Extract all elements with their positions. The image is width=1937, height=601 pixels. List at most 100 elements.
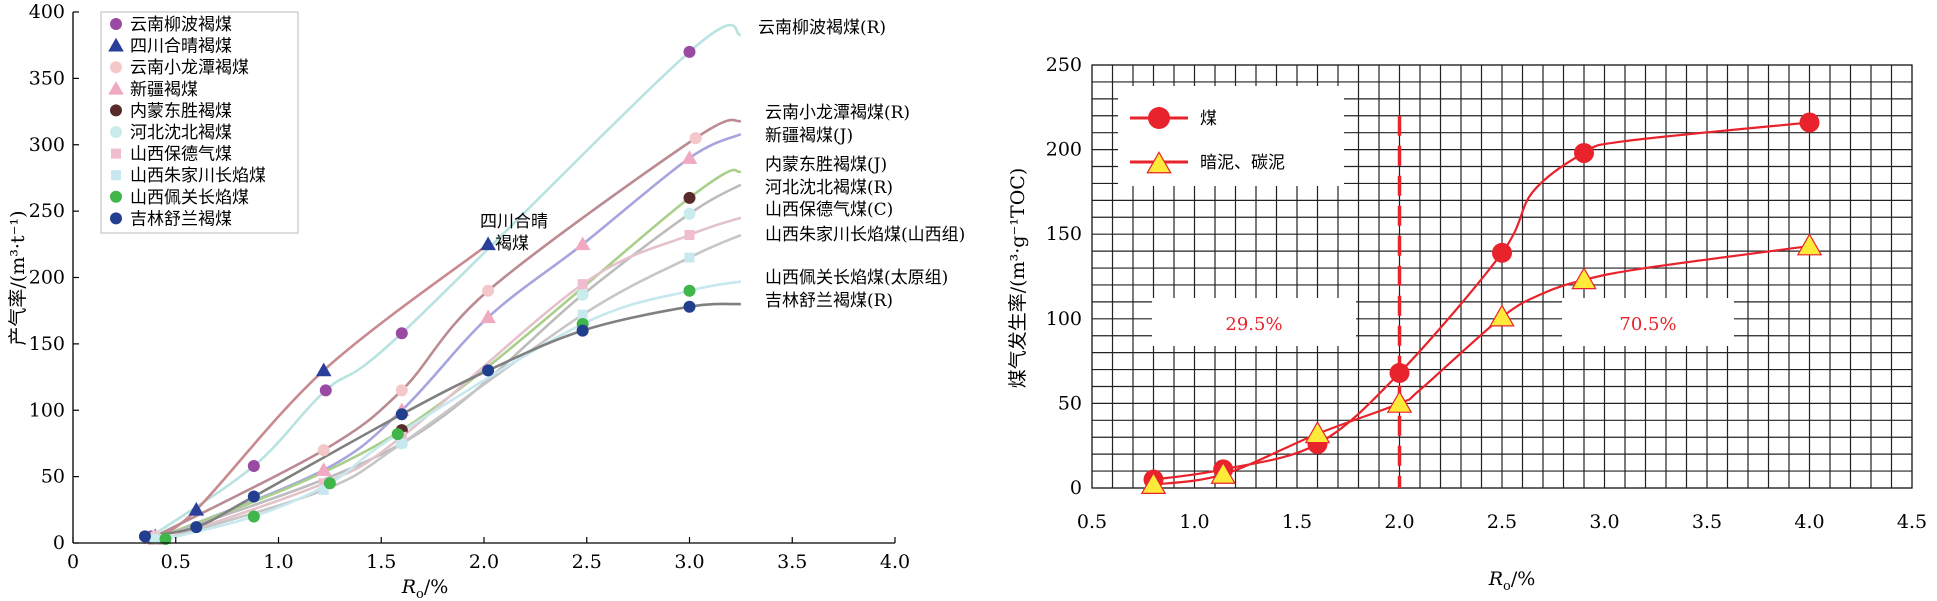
left-data-point (683, 284, 696, 297)
left-x-tick-label: 3.5 (777, 551, 807, 573)
right-legend-label: 煤 (1200, 109, 1217, 129)
left-data-point (683, 45, 696, 58)
left-chart: 0 0.5 1.0 1.5 2.0 2.5 3.0 3.5 4.0 0 50 100 150 200 25… (7, 1, 965, 601)
left-curve-label: 新疆褐煤(J) (765, 126, 853, 146)
left-legend-box (100, 11, 299, 234)
left-series-line (154, 132, 742, 541)
right-data-point (1492, 242, 1512, 263)
left-data-point (684, 230, 695, 241)
right-legend-marker (1148, 107, 1170, 129)
left-curve-label: 云南柳波褐煤(R) (758, 18, 886, 38)
left-data-point (681, 150, 698, 164)
left-legend-marker (110, 61, 122, 74)
left-curve-label: 吉林舒兰褐煤(R) (765, 291, 893, 311)
right-y-tick-label: 250 (1046, 54, 1082, 76)
left-y-tick-label: 300 (29, 134, 65, 156)
right-legend-label: 暗泥、碳泥 (1200, 153, 1285, 173)
right-y-tick-label: 100 (1046, 308, 1082, 330)
left-legend-label: 河北沈北褐煤 (130, 123, 232, 143)
left-y-tick-label: 350 (29, 67, 65, 89)
left-data-point (247, 490, 260, 503)
right-y-tick-label: 150 (1046, 223, 1082, 245)
left-data-point (689, 132, 702, 145)
right-series-line (1153, 244, 1810, 486)
right-x-ticks: 0.5 1.0 1.5 2.0 2.5 3.0 3.5 4.0 4.5 (1077, 511, 1927, 533)
left-data-point (577, 309, 588, 320)
right-x-tick-label: 2.5 (1487, 511, 1517, 533)
left-data-point (318, 478, 329, 489)
right-series-group (1140, 112, 1823, 494)
left-x-tick-label: 4.0 (880, 551, 910, 573)
left-curve-label: 山西佩关长焰煤(太原组) (765, 268, 948, 288)
left-xlabel: Ro/% (401, 576, 449, 601)
left-legend-marker (110, 18, 122, 30)
right-data-point (1210, 461, 1236, 484)
left-legend-marker (111, 170, 121, 181)
right-x-tick-label: 3.5 (1692, 511, 1722, 533)
left-legend-marker (110, 126, 122, 138)
right-xlabel: Ro/% (1488, 568, 1536, 594)
left-data-point (159, 533, 172, 546)
right-y-tick-label: 200 (1046, 139, 1082, 161)
left-y-tick-label: 250 (29, 200, 65, 222)
left-data-point (315, 362, 332, 377)
left-legend-label: 山西保德气煤 (130, 145, 232, 165)
left-x-tick-label: 0.5 (161, 551, 191, 573)
right-x-tick-label: 4.0 (1794, 511, 1824, 533)
right-x-tick-label: 2.0 (1384, 511, 1414, 533)
left-y-tick-label: 400 (29, 1, 65, 23)
right-annotation-right: 70.5% (1619, 314, 1676, 335)
left-legend-marker (111, 148, 121, 159)
left-data-point (480, 309, 496, 324)
left-data-point (574, 236, 591, 251)
left-y-tick-label: 100 (29, 399, 65, 421)
right-data-point (1140, 471, 1167, 494)
left-curve-label: 内蒙东胜褐煤(J) (765, 155, 887, 175)
left-x-tick-label: 1.0 (263, 551, 293, 573)
left-data-point (683, 300, 696, 313)
left-y-tick-label: 150 (29, 333, 65, 355)
left-y-tick-label: 200 (29, 267, 65, 289)
left-data-point (317, 444, 330, 457)
left-data-point (149, 533, 162, 546)
left-x-ticks: 0 0.5 1.0 1.5 2.0 2.5 3.0 3.5 4.0 (67, 537, 910, 573)
inline-label-sichuan-2: 褐煤 (495, 234, 529, 254)
left-legend-marker (110, 212, 122, 225)
right-annotation-left: 29.5% (1225, 314, 1282, 335)
right-data-point (1386, 390, 1413, 413)
left-legend-marker (110, 190, 122, 203)
left-curve-labels: 云南柳波褐煤(R) 云南小龙潭褐煤(R) 新疆褐煤(J) 内蒙东胜褐煤(J) 河北沈北褐… (758, 18, 965, 311)
left-legend-label: 四川合晴褐煤 (130, 37, 232, 57)
left-series-group (138, 23, 742, 546)
left-legend-label: 新疆褐煤 (130, 80, 198, 100)
left-data-point (577, 279, 588, 290)
right-data-point (1574, 142, 1594, 163)
left-data-point (684, 252, 695, 263)
left-series-line (165, 216, 742, 541)
left-series-line (144, 302, 741, 538)
left-x-tick-label: 3.0 (674, 551, 704, 573)
left-data-point (683, 207, 696, 220)
left-curve-label: 山西朱家川长焰煤(山西组) (765, 225, 965, 245)
left-data-point (396, 438, 407, 449)
right-x-tick-label: 1.5 (1282, 511, 1312, 533)
left-legend-marker (110, 104, 122, 117)
left-y-tick-label: 0 (53, 532, 65, 554)
left-data-point (576, 324, 589, 337)
right-legend: 煤暗泥、碳泥 (1130, 107, 1285, 174)
left-legend-marker (108, 37, 124, 52)
left-x-tick-label: 2.5 (572, 551, 602, 573)
right-chart: 0.5 1.0 1.5 2.0 2.5 3.0 3.5 4.0 4.5 0 50 100 150 200… (1007, 54, 1927, 594)
right-legend-marker (1146, 151, 1172, 174)
left-y-ticks: 0 50 100 150 200 250 300 350 400 (29, 1, 79, 554)
left-legend-marker (108, 81, 124, 95)
right-annotation-box-left (1152, 298, 1356, 346)
left-data-point (480, 236, 496, 251)
left-y-tick-label: 50 (41, 466, 65, 488)
left-ylabel: 产气率/(m³·t⁻¹) (7, 210, 29, 345)
left-curve-label: 山西保德气煤(C) (765, 200, 893, 220)
left-legend-label: 云南小龙潭褐煤 (130, 58, 249, 78)
left-legend-label: 山西朱家川长焰煤 (130, 166, 266, 186)
right-data-point (1304, 420, 1331, 444)
